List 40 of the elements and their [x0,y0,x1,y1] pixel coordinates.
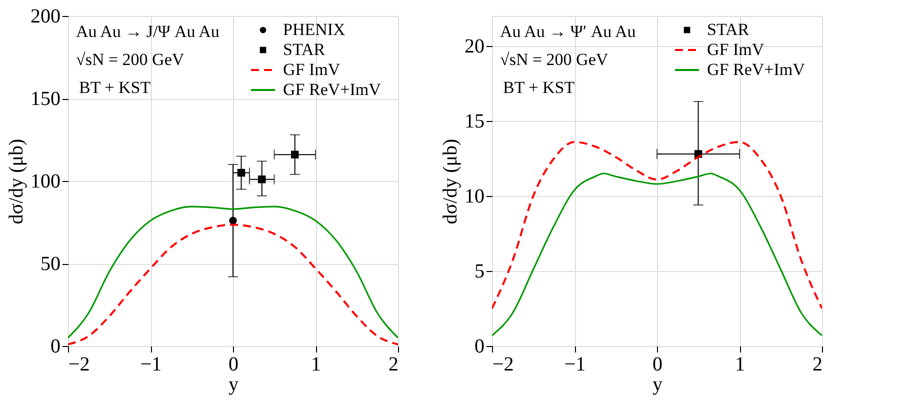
x-tick-label: 1 [735,354,745,376]
line-series [492,141,822,310]
annotation: Au Au → J/Ψ Au Au [76,22,220,41]
y-tick-label: 100 [30,170,60,192]
x-tick-label: −2 [68,354,90,376]
line-series [68,206,398,339]
y-axis-title: dσ/dy (μb) [6,138,28,224]
legend-label: STAR [707,20,750,39]
legend-label: GF ImV [707,40,765,59]
y-tick-label: 15 [464,110,484,132]
legend-label: GF ReV+ImV [283,80,382,99]
y-axis-title: dσ/dy (μb) [440,138,462,224]
y-tick-label: 10 [464,186,484,208]
y-tick-label: 20 [464,36,484,58]
x-axis-title: y [652,374,662,396]
x-tick-label: 0 [228,354,238,376]
legend-label: GF ReV+ImV [707,60,806,79]
annotation: Au Au → Ψ′ Au Au [500,22,636,41]
annotation: BT + KST [503,78,576,97]
annotation: BT + KST [79,78,152,97]
x-tick-label: −1 [140,354,162,376]
x-tick-label: −2 [492,354,514,376]
legend-label: GF ImV [283,60,341,79]
annotation: √sN = 200 GeV [500,50,609,69]
x-tick-label: −1 [564,354,586,376]
y-tick-label: 50 [40,253,60,275]
x-tick-label: 0 [652,354,662,376]
y-tick-label: 0 [50,336,60,358]
y-tick-label: 5 [474,260,484,282]
legend-label: PHENIX [283,20,346,39]
x-axis-title: y [228,374,238,396]
y-tick-label: 0 [474,336,484,358]
x-tick-label: 2 [812,354,822,376]
x-tick-label: 1 [311,354,321,376]
line-series [492,172,822,336]
annotation: √sN = 200 GeV [76,50,185,69]
y-tick-label: 200 [30,6,60,28]
legend-label: STAR [283,40,326,59]
x-tick-label: 2 [388,354,398,376]
y-tick-label: 150 [30,88,60,110]
